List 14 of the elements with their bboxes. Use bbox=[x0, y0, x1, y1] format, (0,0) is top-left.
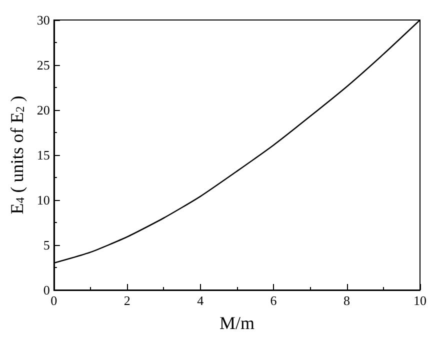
y-tick-label: 20 bbox=[36, 102, 50, 118]
y-tick-label: 15 bbox=[36, 148, 50, 162]
y-tick-label: 10 bbox=[36, 192, 50, 208]
y-tick-label: 0 bbox=[43, 282, 50, 298]
x-axis-title: M/m bbox=[219, 313, 254, 333]
y-axis-title: E4 ( units of E2 ) bbox=[7, 96, 27, 214]
y-tick-label: 5 bbox=[43, 238, 50, 252]
x-tick-label: 4 bbox=[197, 293, 204, 308]
x-tick-label: 8 bbox=[344, 293, 350, 308]
y-tick-label: 25 bbox=[36, 58, 50, 72]
y-tick-label: 30 bbox=[36, 12, 50, 28]
x-tick-label: 2 bbox=[124, 293, 130, 308]
x-tick-label: 10 bbox=[414, 293, 426, 308]
x-tick-label: 6 bbox=[270, 293, 278, 308]
